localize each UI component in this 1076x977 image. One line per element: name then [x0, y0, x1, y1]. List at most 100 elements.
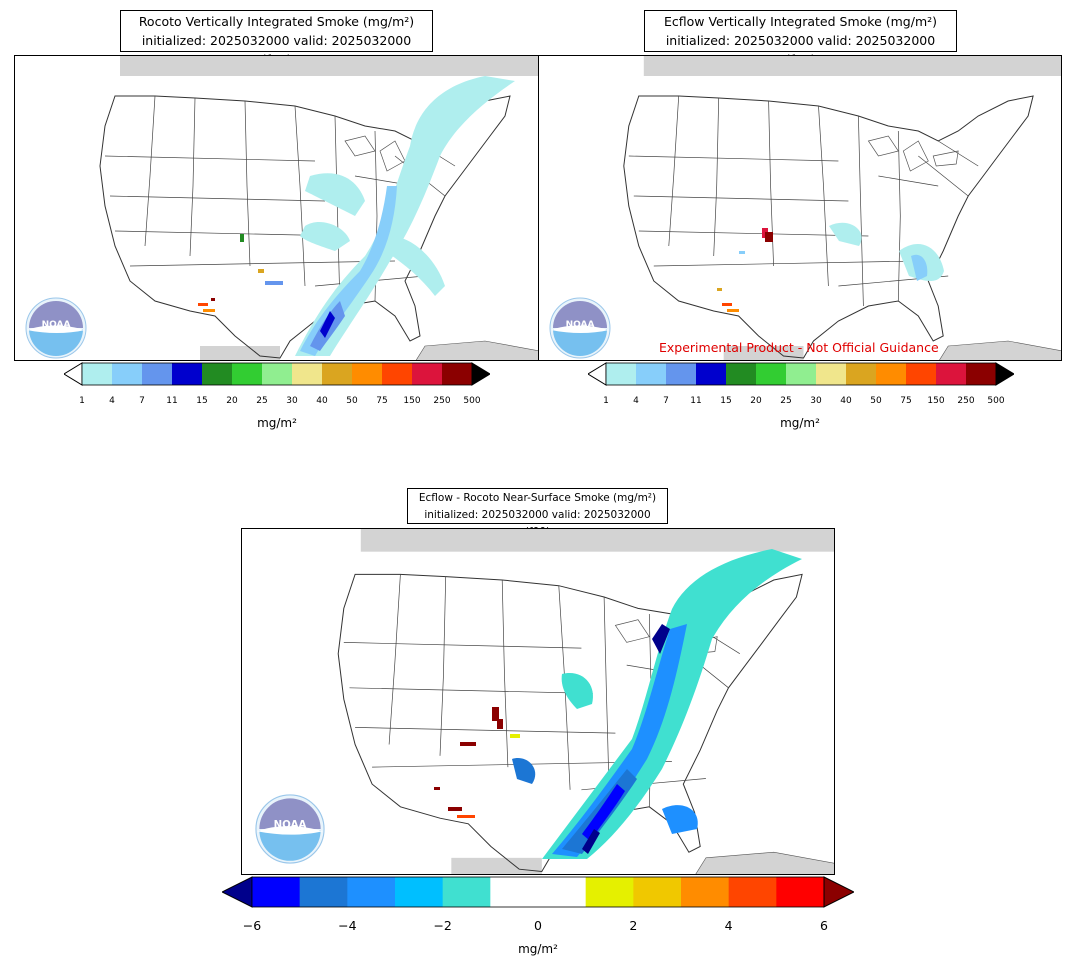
colorbar-tick-label: 30: [810, 396, 822, 406]
colorbar-swatch: [172, 363, 203, 385]
colorbar-under-arrow: [222, 876, 253, 908]
colorbar-tick-label: 30: [286, 396, 298, 406]
panel1-colorbar: [64, 362, 490, 386]
colorbar-under-arrow: [64, 362, 83, 386]
colorbar-tick-label: 4: [633, 396, 639, 406]
panel2-colorbar-tick-labels: 1 4 7 11 15 20 25 30 40 50 75 150 250 500: [588, 396, 1014, 410]
colorbar-tick-label: 1: [603, 396, 609, 406]
panel2-map-svg: [623, 56, 1061, 360]
colorbar-swatch: [142, 363, 173, 385]
panel3-noaa-logo-icon: NOAA: [255, 794, 325, 864]
colorbar-swatch: [232, 363, 263, 385]
colorbar-tick-label: 0: [534, 918, 542, 933]
panel3-title-line1: Ecflow - Rocoto Near-Surface Smoke (mg/m…: [418, 492, 657, 504]
colorbar-tick-label: 4: [109, 396, 115, 406]
panel3-map-svg: [337, 529, 834, 874]
svg-text:NOAA: NOAA: [566, 320, 595, 330]
colorbar-tick-label: 250: [433, 396, 451, 406]
colorbar-tick-label: 15: [720, 396, 732, 406]
colorbar-tick-label: 50: [870, 396, 882, 406]
colorbar-tick-label: 150: [403, 396, 421, 406]
colorbar-swatch: [696, 363, 727, 385]
colorbar-tick-label: 40: [840, 396, 852, 406]
colorbar-swatch: [442, 877, 491, 907]
colorbar-swatch: [252, 877, 301, 907]
colorbar-over-arrow: [471, 362, 490, 386]
colorbar-swatch: [112, 363, 143, 385]
colorbar-swatch: [846, 363, 877, 385]
colorbar-tick-label: 25: [780, 396, 792, 406]
colorbar-tick-label: 500: [987, 396, 1005, 406]
svg-text:NOAA: NOAA: [274, 820, 307, 831]
panel3-colorbar-unit: mg/m²: [518, 942, 558, 956]
colorbar-tick-label: 20: [750, 396, 762, 406]
colorbar-swatch: [299, 877, 348, 907]
colorbar-swatch: [538, 877, 587, 907]
colorbar-tick-label: 20: [226, 396, 238, 406]
colorbar-swatch: [412, 363, 443, 385]
panel1-map: NOAA: [14, 55, 539, 361]
panel1-fire-hotspots: [198, 234, 283, 312]
colorbar-tick-label: 50: [346, 396, 358, 406]
colorbar-tick-label: 1: [79, 396, 85, 406]
colorbar-swatch: [347, 877, 396, 907]
panel2-colorbar: [588, 362, 1014, 386]
colorbar-swatch: [726, 363, 757, 385]
panel1-smoke-plume: [295, 76, 515, 356]
panel1-map-svg: [99, 56, 538, 360]
colorbar-swatch: [666, 363, 697, 385]
colorbar-tick-label: 2: [629, 918, 638, 933]
panel2-colorbar-unit: mg/m²: [780, 416, 820, 430]
colorbar-tick-label: 15: [196, 396, 208, 406]
colorbar-over-arrow: [995, 362, 1014, 386]
colorbar-swatch: [966, 363, 997, 385]
colorbar-tick-label: 500: [463, 396, 481, 406]
colorbar-over-arrow: [823, 876, 854, 908]
colorbar-swatch: [786, 363, 817, 385]
panel3-difference-field: [512, 549, 802, 859]
colorbar-swatch: [382, 363, 413, 385]
colorbar-swatch: [633, 877, 682, 907]
panel1-title: Rocoto Vertically Integrated Smoke (mg/m…: [120, 10, 433, 67]
colorbar-swatch: [816, 363, 847, 385]
colorbar-swatch: [936, 363, 967, 385]
colorbar-swatch: [322, 363, 353, 385]
colorbar-tick-label: −4: [338, 918, 357, 933]
colorbar-under-arrow: [588, 362, 607, 386]
colorbar-swatch: [262, 363, 293, 385]
colorbar-swatch: [776, 877, 825, 907]
colorbar-tick-label: 25: [256, 396, 268, 406]
panel3-positive-hotspots: [434, 707, 520, 818]
colorbar-swatch: [728, 877, 777, 907]
colorbar-tick-label: 75: [900, 396, 912, 406]
panel3-colorbar-tick-labels: −6 −4 −2 0 2 4 6: [222, 918, 854, 934]
colorbar-swatch: [442, 363, 473, 385]
colorbar-tick-label: 4: [724, 918, 733, 933]
colorbar-tick-label: 40: [316, 396, 328, 406]
panel2-fire-hotspots: [717, 228, 773, 312]
colorbar-tick-label: −2: [433, 918, 452, 933]
panel3-colorbar: [222, 876, 854, 908]
colorbar-tick-label: −6: [242, 918, 262, 933]
panel3-map: NOAA: [241, 528, 835, 875]
panel1-colorbar-unit: mg/m²: [257, 416, 297, 430]
panel2-smoke-plume: [829, 222, 944, 281]
colorbar-tick-label: 7: [663, 396, 669, 406]
colorbar-swatch: [876, 363, 907, 385]
panel1-colorbar-tick-labels: 1 4 7 11 15 20 25 30 40 50 75 150 250 500: [64, 396, 490, 410]
colorbar-tick-label: 250: [957, 396, 975, 406]
panel2-title-line1: Ecflow Vertically Integrated Smoke (mg/m…: [663, 14, 938, 29]
colorbar-tick-label: 7: [139, 396, 145, 406]
colorbar-swatch: [585, 877, 634, 907]
colorbar-swatch: [606, 363, 637, 385]
panel3-title: Ecflow - Rocoto Near-Surface Smoke (mg/m…: [407, 488, 668, 538]
panel2-map: NOAA: [538, 55, 1062, 361]
colorbar-swatch: [756, 363, 787, 385]
experimental-disclaimer: Experimental Product - Not Official Guid…: [659, 340, 939, 355]
colorbar-swatch: [82, 363, 113, 385]
colorbar-swatch: [681, 877, 730, 907]
panel2-title: Ecflow Vertically Integrated Smoke (mg/m…: [644, 10, 957, 67]
colorbar-tick-label: 11: [166, 396, 178, 406]
colorbar-swatch: [906, 363, 937, 385]
colorbar-tick-label: 11: [690, 396, 702, 406]
